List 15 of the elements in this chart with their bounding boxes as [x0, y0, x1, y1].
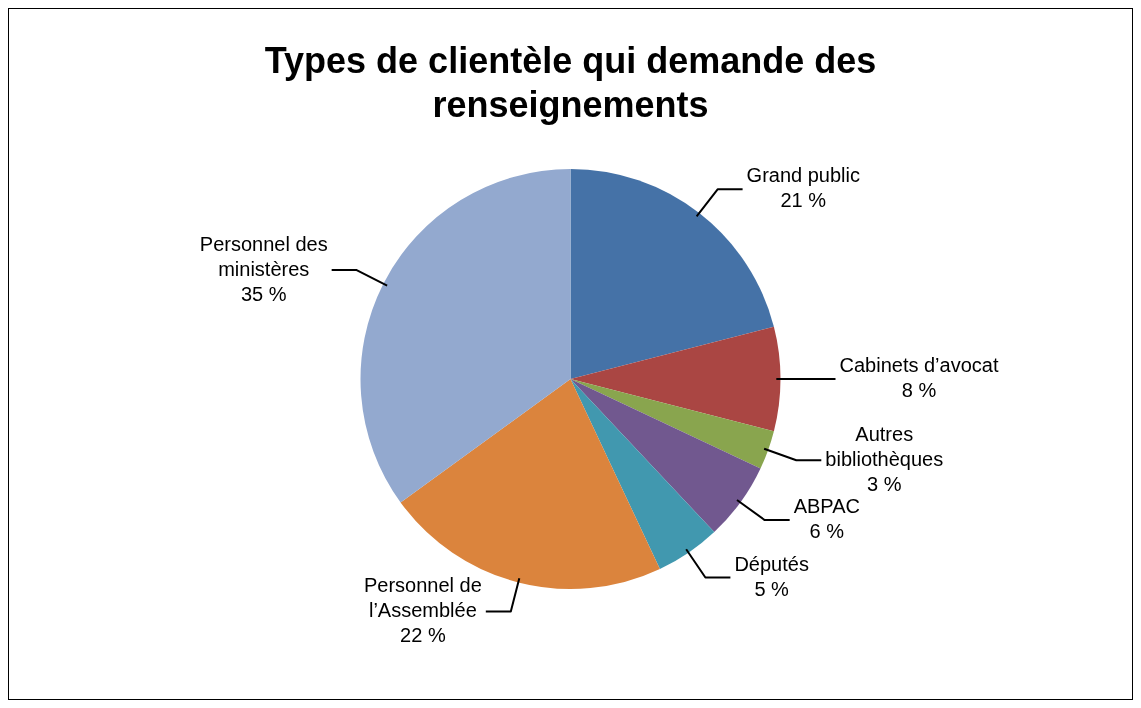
- data-label: 21 %: [780, 189, 827, 212]
- slice-label: ABPAC: [793, 495, 860, 518]
- slice-label: Autres bibliothèques: [825, 422, 944, 470]
- data-label: 35 %: [240, 282, 287, 305]
- slice-label: Députés: [734, 552, 809, 575]
- slice-label: Cabinets d’avocat: [839, 354, 999, 377]
- data-label: 3 %: [867, 472, 902, 495]
- data-label: 22 %: [400, 623, 446, 646]
- slice-label: Grand public: [746, 164, 860, 187]
- data-label: 8 %: [901, 379, 937, 402]
- slice-label: Personnel des ministères: [199, 232, 328, 280]
- chart-title: Types de clientèle qui demande des renseignements: [263, 39, 878, 127]
- slice-label: Personnel de l’Assemblée: [363, 573, 482, 621]
- data-label: 6 %: [809, 520, 845, 543]
- data-label: 5 %: [754, 577, 790, 600]
